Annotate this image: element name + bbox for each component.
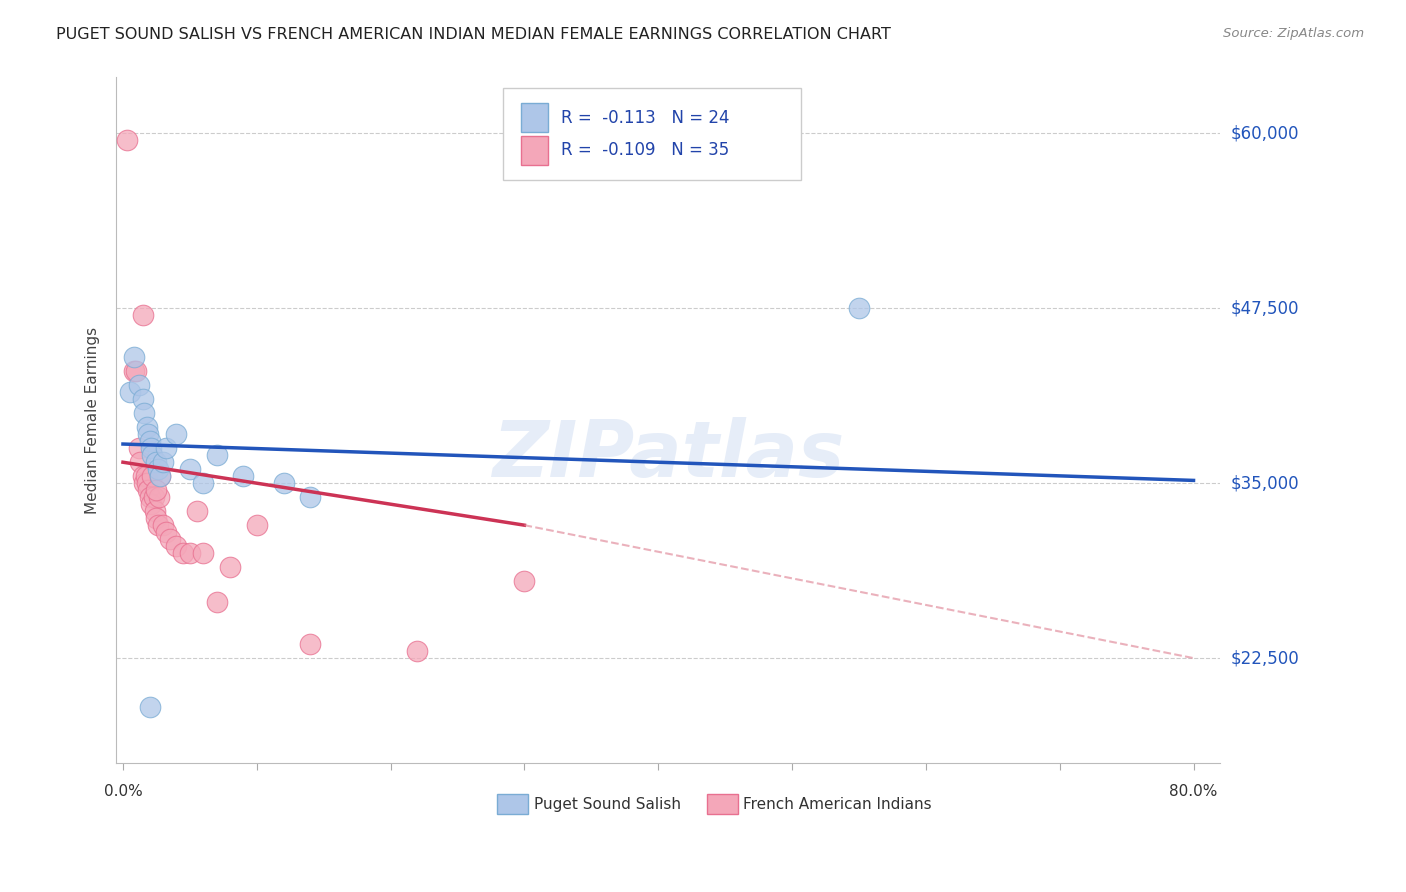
Text: $60,000: $60,000: [1232, 124, 1299, 143]
Point: [179, 546, 201, 560]
Point: [138, 427, 160, 442]
Point: [148, 490, 170, 504]
Point: [122, 351, 145, 365]
Point: [138, 434, 160, 449]
Point: [128, 378, 150, 392]
FancyBboxPatch shape: [522, 136, 548, 164]
Point: [246, 518, 269, 533]
Point: [142, 490, 165, 504]
Point: [138, 490, 160, 504]
Point: [134, 406, 156, 420]
Point: [146, 462, 169, 476]
Point: [152, 455, 174, 469]
Point: [143, 504, 166, 518]
Point: [159, 532, 181, 546]
Point: [299, 637, 322, 651]
Text: $35,000: $35,000: [1232, 475, 1299, 492]
Text: PUGET SOUND SALISH VS FRENCH AMERICAN INDIAN MEDIAN FEMALE EARNINGS CORRELATION : PUGET SOUND SALISH VS FRENCH AMERICAN IN…: [56, 27, 891, 42]
Point: [132, 392, 155, 407]
Text: R =  -0.113   N = 24: R = -0.113 N = 24: [561, 109, 730, 127]
Point: [129, 455, 152, 469]
Point: [139, 497, 162, 511]
Point: [125, 364, 148, 378]
Point: [513, 574, 536, 589]
Point: [193, 476, 215, 491]
Text: 80.0%: 80.0%: [1170, 784, 1218, 799]
Point: [232, 469, 254, 483]
Point: [135, 469, 157, 483]
Y-axis label: Median Female Earnings: Median Female Earnings: [86, 326, 100, 514]
Point: [193, 546, 215, 560]
Text: 0.0%: 0.0%: [104, 784, 142, 799]
Point: [128, 441, 150, 455]
Point: [299, 490, 322, 504]
Point: [205, 448, 228, 462]
Point: [136, 420, 159, 434]
Point: [205, 595, 228, 609]
Text: Puget Sound Salish: Puget Sound Salish: [534, 797, 681, 812]
Point: [134, 476, 156, 491]
Point: [179, 462, 201, 476]
Point: [132, 308, 155, 322]
Point: [139, 441, 162, 455]
Point: [166, 539, 188, 553]
Point: [136, 476, 159, 491]
Point: [848, 301, 870, 316]
FancyBboxPatch shape: [522, 103, 548, 132]
Text: $47,500: $47,500: [1232, 300, 1299, 318]
Point: [141, 448, 163, 462]
Point: [152, 518, 174, 533]
Point: [172, 546, 194, 560]
Point: [219, 560, 242, 574]
Point: [406, 644, 429, 658]
Point: [138, 700, 160, 714]
Point: [166, 427, 188, 442]
Text: ZIPatlas: ZIPatlas: [492, 417, 845, 492]
Point: [138, 483, 160, 498]
Text: Source: ZipAtlas.com: Source: ZipAtlas.com: [1223, 27, 1364, 40]
Point: [149, 469, 172, 483]
Point: [149, 469, 172, 483]
Point: [122, 364, 145, 378]
Point: [155, 525, 177, 540]
Point: [115, 133, 138, 147]
Point: [145, 483, 167, 498]
Text: R =  -0.109   N = 35: R = -0.109 N = 35: [561, 141, 730, 159]
Point: [141, 469, 163, 483]
Point: [132, 469, 155, 483]
Point: [146, 518, 169, 533]
Point: [118, 385, 141, 400]
Point: [186, 504, 208, 518]
Text: French American Indians: French American Indians: [744, 797, 932, 812]
FancyBboxPatch shape: [498, 794, 529, 814]
FancyBboxPatch shape: [707, 794, 738, 814]
Point: [145, 455, 167, 469]
Text: $22,500: $22,500: [1232, 649, 1299, 667]
FancyBboxPatch shape: [503, 87, 801, 180]
Point: [155, 441, 177, 455]
Point: [273, 476, 295, 491]
Point: [145, 511, 167, 525]
